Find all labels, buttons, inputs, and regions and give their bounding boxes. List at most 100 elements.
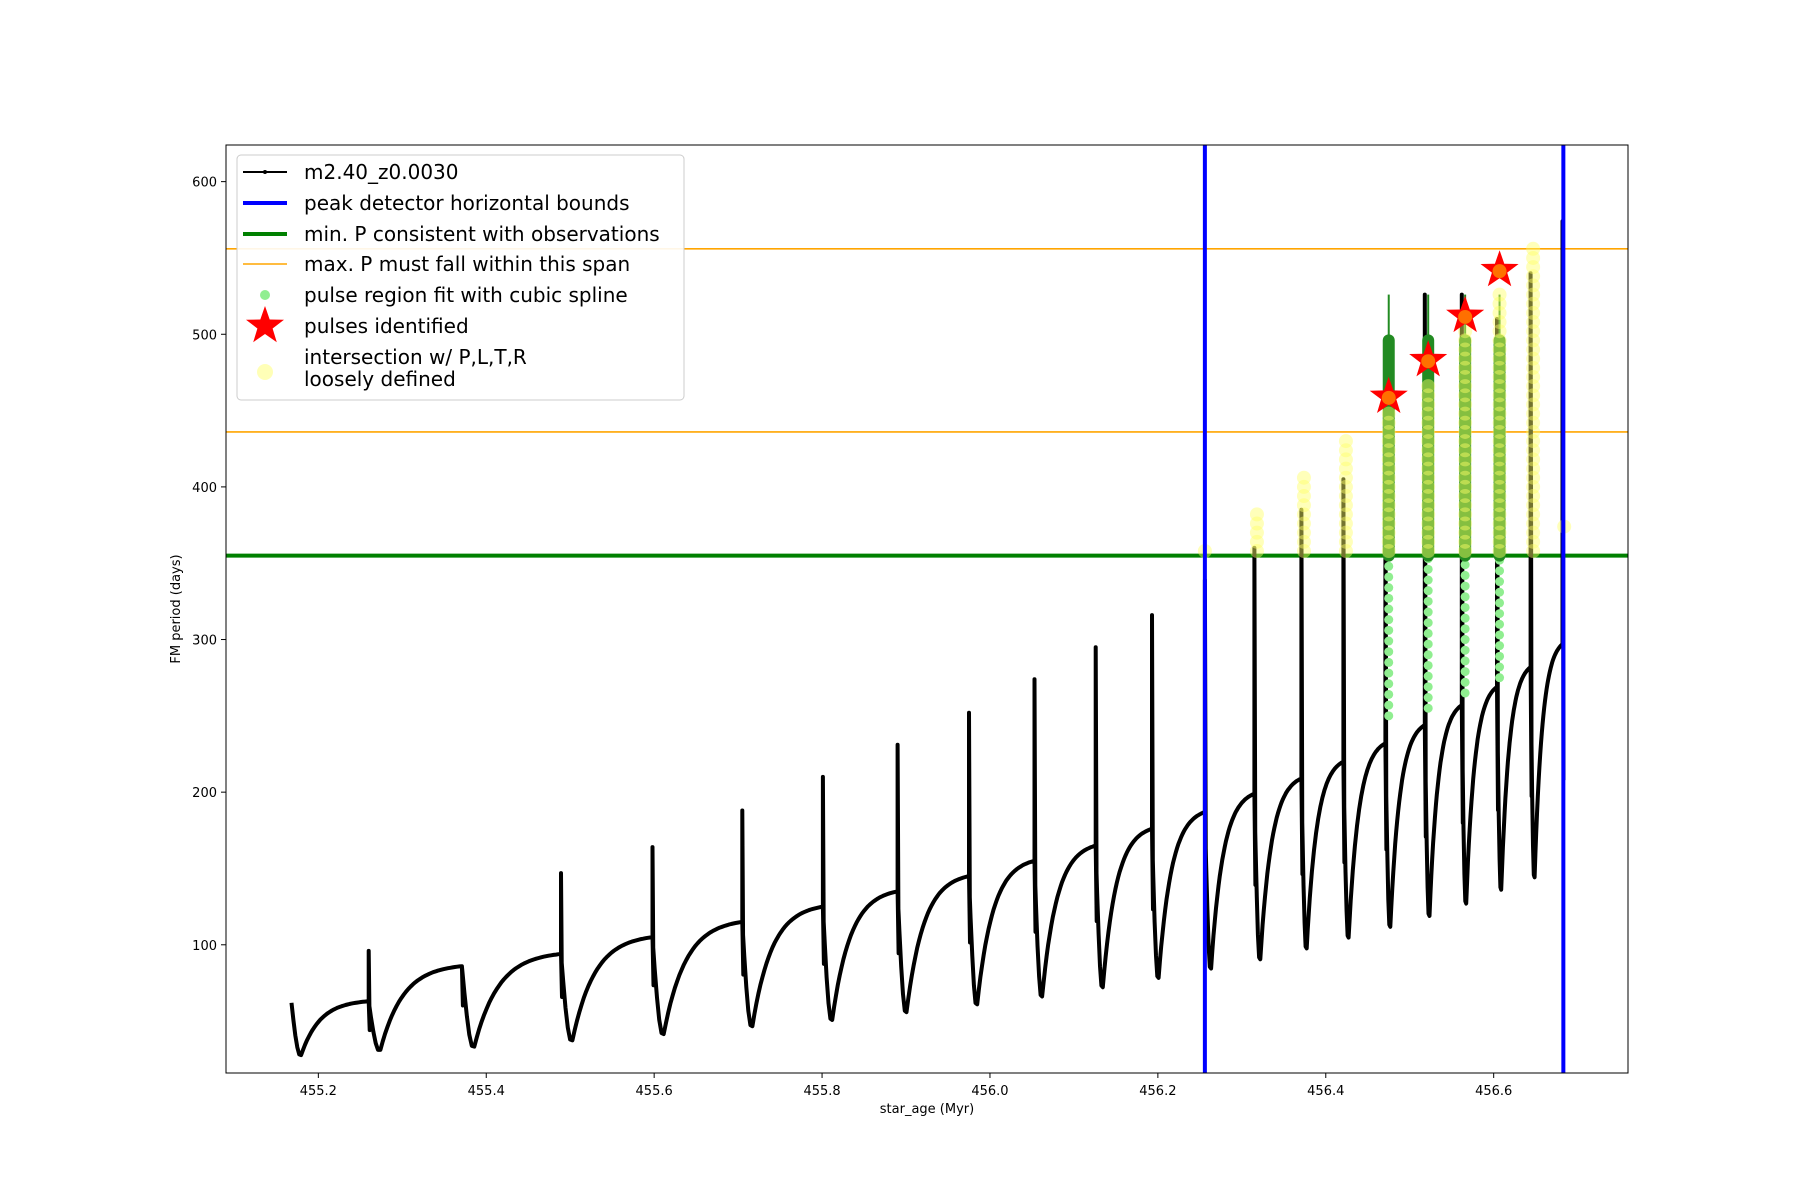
spline-dot-1 xyxy=(1384,647,1394,657)
loose-dot-8 xyxy=(1492,351,1507,366)
loose-dot-8 xyxy=(1492,489,1507,504)
loose-dot-3 xyxy=(1296,544,1311,558)
loose-dot-6 xyxy=(1421,534,1436,549)
loose-dot-9 xyxy=(1526,443,1541,458)
spline-dot-1 xyxy=(1384,657,1394,667)
loose-dot-8 xyxy=(1492,516,1507,531)
spline-dot-1 xyxy=(1384,636,1394,646)
spline-dot-4 xyxy=(1495,651,1505,661)
pulse-star-core-1 xyxy=(1381,390,1396,405)
series-line xyxy=(289,219,1566,1058)
spline-dot-2 xyxy=(1423,682,1433,692)
spline-dot-4 xyxy=(1495,641,1505,651)
x-tick-label: 456.4 xyxy=(1307,1084,1344,1099)
loose-dot-7 xyxy=(1458,534,1473,549)
spline-dot-3 xyxy=(1460,602,1470,612)
loose-dot-4 xyxy=(1338,461,1353,476)
loose-dot-8 xyxy=(1492,360,1507,375)
loose-dot-8 xyxy=(1492,534,1507,549)
loose-dot-6 xyxy=(1421,452,1436,467)
loose-dot-8 xyxy=(1492,434,1507,449)
loose-dot-7 xyxy=(1458,544,1473,558)
loose-dot-6 xyxy=(1421,388,1436,403)
legend-label-5: pulse region fit with cubic spline xyxy=(304,283,628,307)
loose-dot-5 xyxy=(1381,489,1396,504)
loose-dot-6 xyxy=(1421,443,1436,458)
loose-dot-7 xyxy=(1458,452,1473,467)
loose-dot-8 xyxy=(1492,461,1507,476)
legend-swatch-dot xyxy=(263,170,267,174)
loose-dot-8 xyxy=(1492,342,1507,357)
loose-dot-2 xyxy=(1249,525,1264,540)
loose-dot-6 xyxy=(1421,397,1436,412)
loose-dot-6 xyxy=(1421,544,1436,558)
loose-dot-8 xyxy=(1492,507,1507,522)
y-tick-label: 600 xyxy=(192,176,217,191)
spline-dot-1 xyxy=(1384,615,1394,625)
loose-dot-6 xyxy=(1421,516,1436,531)
spline-dot-1 xyxy=(1384,572,1394,582)
loose-dot-4 xyxy=(1338,489,1353,504)
loose-dot-8 xyxy=(1492,315,1507,330)
y-tick-label: 400 xyxy=(192,481,217,496)
loose-dot-8 xyxy=(1492,296,1507,311)
loose-dot-7 xyxy=(1458,443,1473,458)
loose-dot-8 xyxy=(1492,379,1507,394)
spline-dot-4 xyxy=(1495,662,1505,672)
loose-dot-8 xyxy=(1492,406,1507,421)
loose-dot-5 xyxy=(1381,525,1396,540)
loose-dot-9 xyxy=(1526,434,1541,449)
spline-dot-1 xyxy=(1384,700,1394,710)
loose-dot-4 xyxy=(1338,498,1353,513)
loose-dot-8 xyxy=(1492,525,1507,540)
loose-dot-9 xyxy=(1526,360,1541,375)
loose-dot-9 xyxy=(1526,424,1541,439)
spline-dot-1 xyxy=(1384,668,1394,678)
loose-dot-9 xyxy=(1526,525,1541,540)
loose-dot-2 xyxy=(1249,516,1264,531)
loose-dot-9 xyxy=(1526,287,1541,302)
loose-dot-9 xyxy=(1526,498,1541,513)
loose-dot-5 xyxy=(1381,461,1396,476)
loose-dot-8 xyxy=(1492,388,1507,403)
loose-dot-3 xyxy=(1296,470,1311,485)
spline-dot-2 xyxy=(1423,639,1433,649)
spline-dot-2 xyxy=(1423,693,1433,703)
x-tick-label: 455.4 xyxy=(468,1084,505,1099)
loose-dot-9 xyxy=(1526,461,1541,476)
pulse-star-core-3 xyxy=(1458,309,1473,324)
loose-dot-7 xyxy=(1458,470,1473,485)
spline-dot-2 xyxy=(1423,650,1433,660)
legend-label-6: pulses identified xyxy=(304,314,469,338)
loose-dot-7 xyxy=(1458,434,1473,449)
loose-dot-7 xyxy=(1458,360,1473,375)
loose-dot-8 xyxy=(1492,324,1507,339)
loose-dot-5 xyxy=(1381,424,1396,439)
loose-dot-9 xyxy=(1526,333,1541,348)
loose-dot-9 xyxy=(1526,342,1541,357)
legend-label-3: min. P consistent with observations xyxy=(304,222,660,246)
loose-dot-4 xyxy=(1338,516,1353,531)
loose-dot-7 xyxy=(1458,370,1473,384)
loose-dot-3 xyxy=(1296,525,1311,540)
spline-dot-2 xyxy=(1423,575,1433,585)
x-tick-label: 456.6 xyxy=(1475,1084,1512,1099)
spline-dot-1 xyxy=(1384,561,1394,571)
spline-dot-2 xyxy=(1423,596,1433,606)
loose-dot-5 xyxy=(1381,544,1396,558)
x-axis-title: star_age (Myr) xyxy=(880,1102,974,1117)
y-tick-label: 100 xyxy=(192,939,217,954)
loose-dot-4 xyxy=(1338,434,1353,449)
loose-dot-6 xyxy=(1421,489,1436,504)
loose-dot-9 xyxy=(1526,479,1541,494)
axes-layer: 455.2 455.4 455.6 455.8 456.0 456.2 456.4 456.6… xyxy=(192,176,1512,1099)
spline-dot-4 xyxy=(1495,598,1505,608)
loose-dot-7 xyxy=(1458,525,1473,540)
loose-dot-6 xyxy=(1421,379,1436,394)
spline-dot-2 xyxy=(1423,660,1433,670)
spline-dot-4 xyxy=(1495,619,1505,629)
x-tick-label: 455.2 xyxy=(300,1084,337,1099)
loose-dot-9 xyxy=(1526,315,1541,330)
loose-dot-9 xyxy=(1526,296,1541,311)
